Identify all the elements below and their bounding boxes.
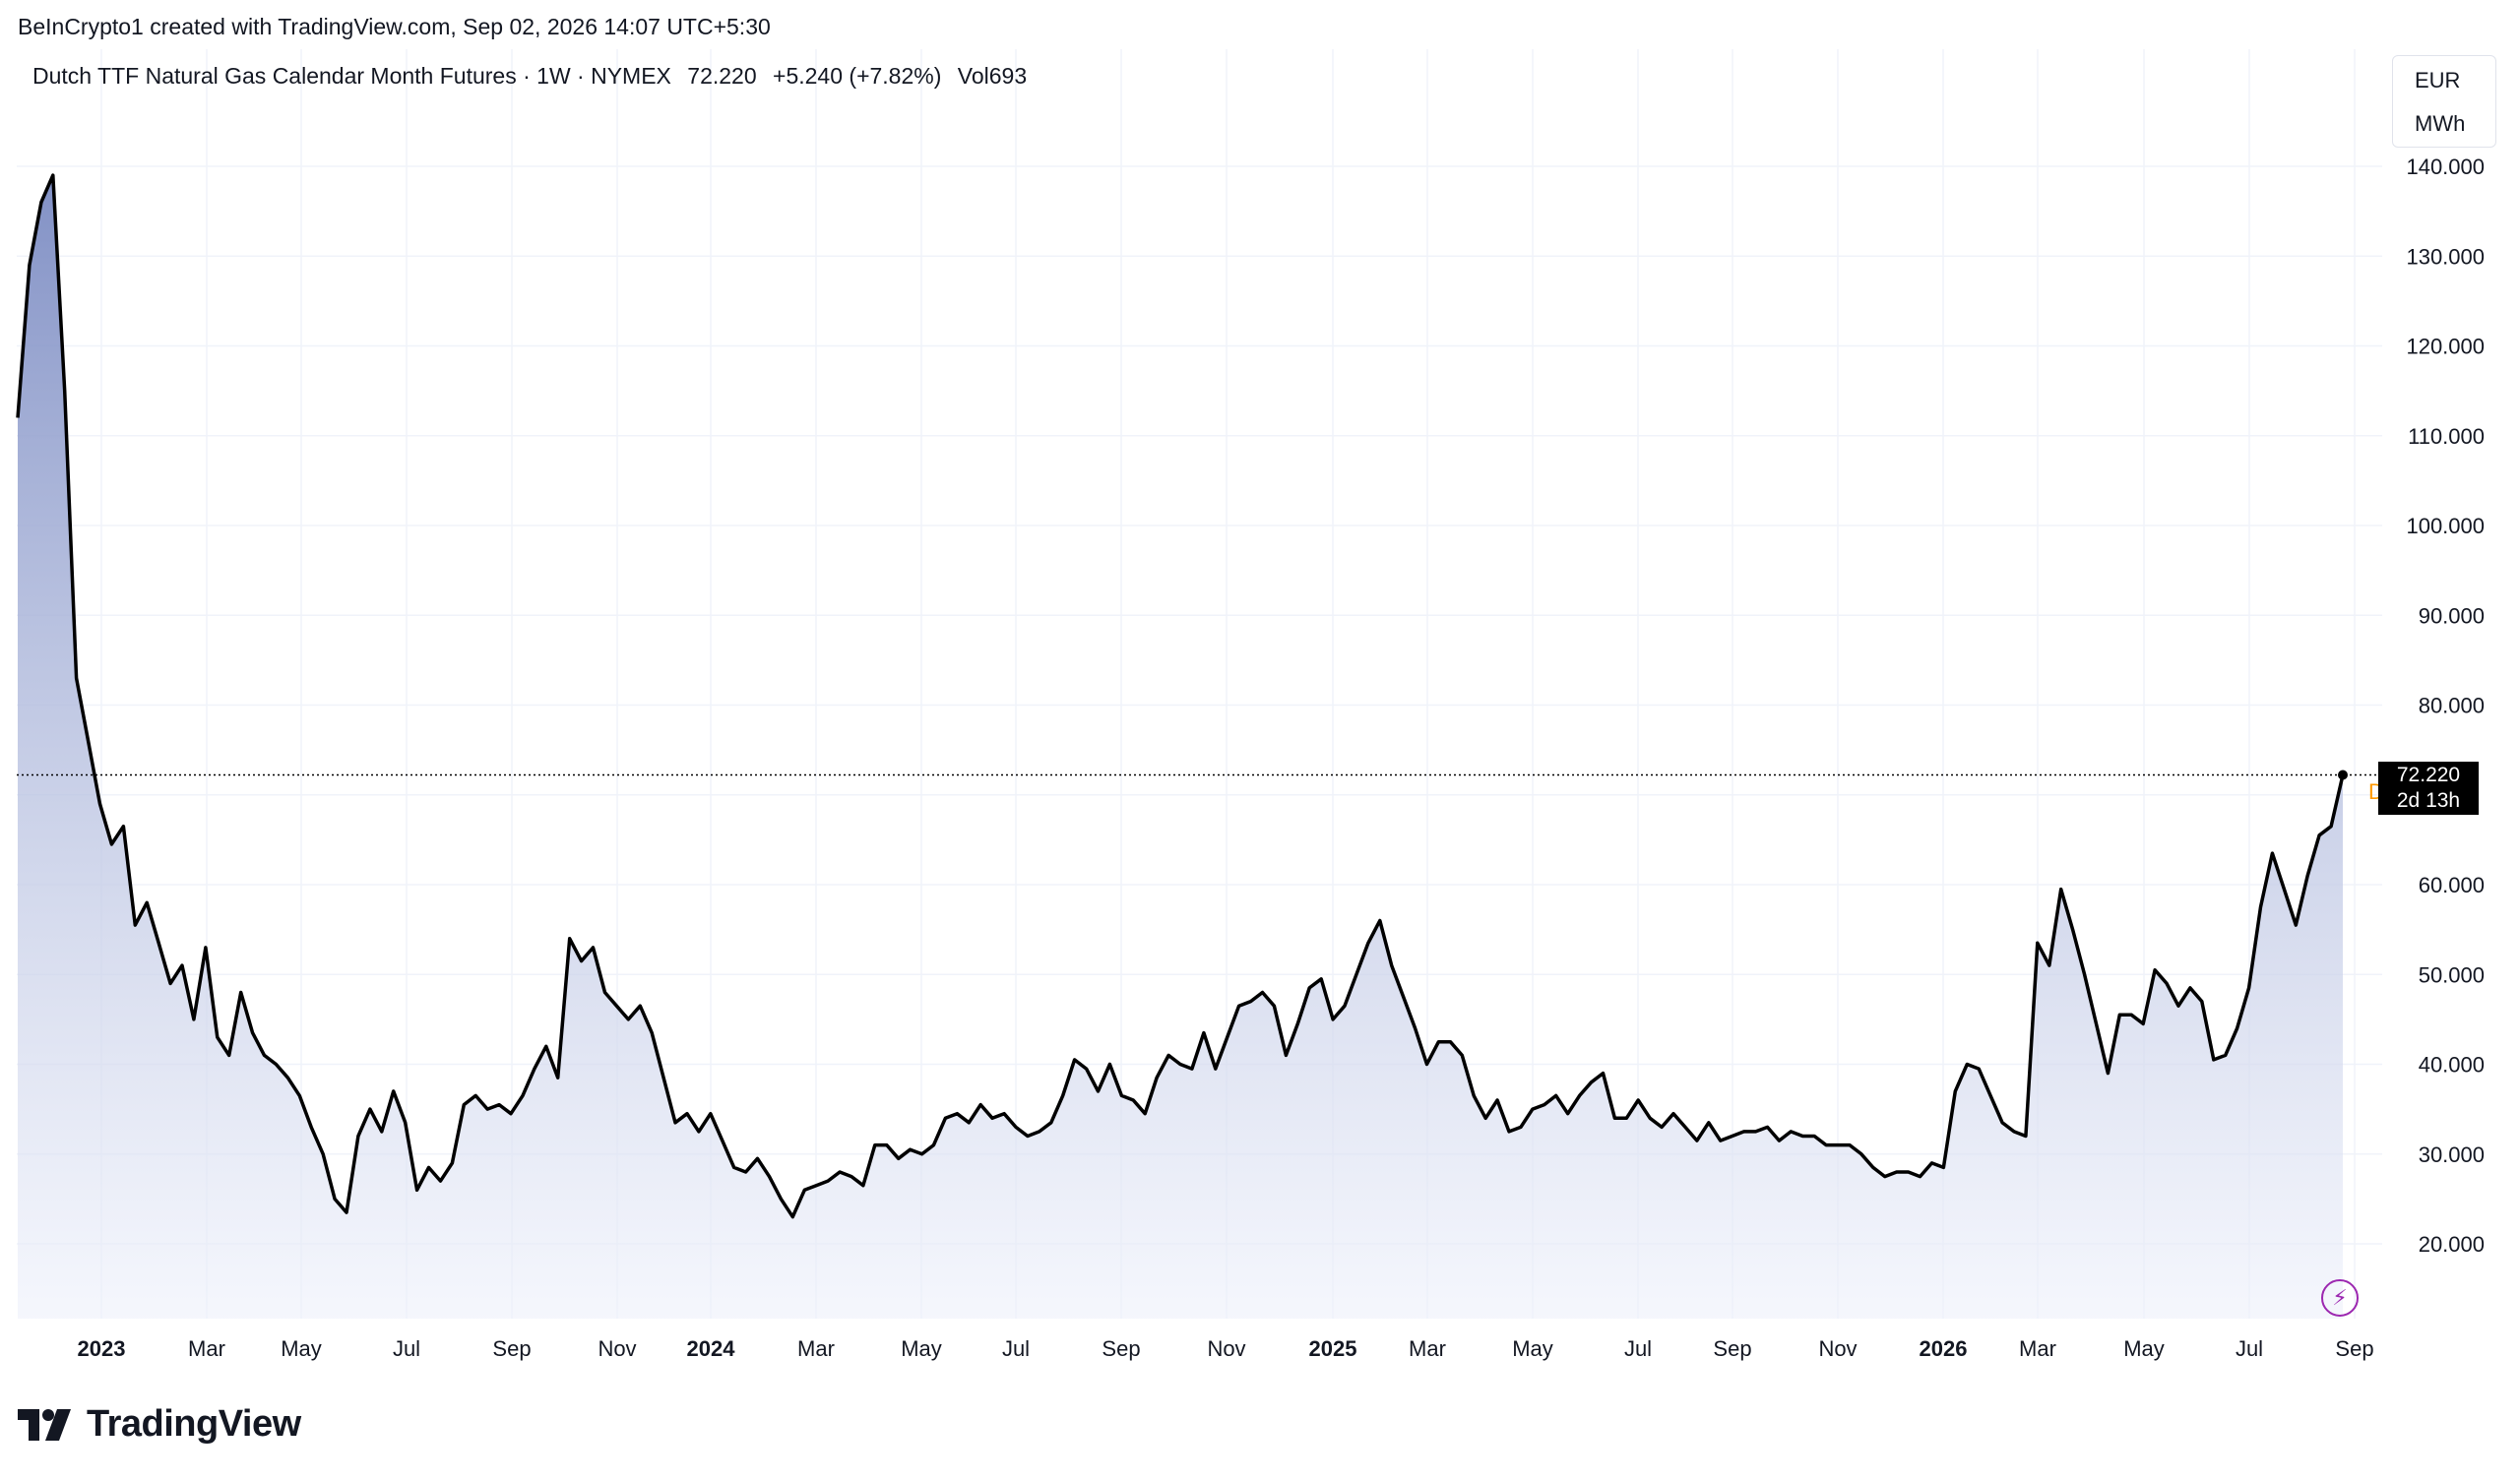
last-price-value: 72.220 [2396,764,2461,786]
last-price-label: 72.220 2d 13h [2378,762,2479,815]
tradingview-mark-icon [18,1408,71,1441]
x-tick-label: 2025 [1309,1336,1357,1361]
last-price-point [2338,770,2348,780]
area-shape [18,175,2343,1320]
x-tick-label: May [281,1336,322,1361]
unit-label: MWh [2415,111,2466,136]
y-tick-label: 90.000 [2419,603,2485,628]
x-tick-label: Jul [1002,1336,1030,1361]
y-tick-label: 20.000 [2419,1232,2485,1257]
legend-price: 72.220 [687,63,757,89]
legend-volume: Vol693 [957,63,1028,89]
x-tick-label: Mar [188,1336,225,1361]
y-tick-label: 60.000 [2419,873,2485,897]
x-tick-label: Mar [1409,1336,1446,1361]
y-tick-label: 140.000 [2406,154,2485,179]
y-axis: 20.000 30.000 40.000 50.000 60.000 80.000 90.0… [2406,154,2485,1257]
y-tick-label: 100.000 [2406,514,2485,538]
legend-change: +5.240 (+7.82%) [773,63,942,89]
x-tick-label: 2026 [1920,1336,1968,1361]
symbol-name: Dutch TTF Natural Gas Calendar Month Fut… [32,63,671,89]
symbol-legend[interactable]: Dutch TTF Natural Gas Calendar Month Fut… [32,63,1037,90]
y-tick-label: 110.000 [2408,424,2485,449]
y-tick-label: 80.000 [2419,694,2485,718]
y-tick-label: 30.000 [2419,1142,2485,1167]
currency-label: EUR [2415,68,2461,93]
y-tick-label: 120.000 [2406,335,2485,359]
x-tick-label: Nov [1207,1336,1245,1361]
x-tick-label: May [1512,1336,1553,1361]
y-tick-label: 50.000 [2419,962,2485,987]
y-tick-label: 130.000 [2406,244,2485,269]
tradingview-wordmark: TradingView [87,1403,301,1445]
area-fill [18,175,2343,1320]
x-tick-label: Nov [1818,1336,1857,1361]
x-tick-label: Jul [393,1336,420,1361]
x-tick-label: Jul [2236,1336,2263,1361]
x-tick-label: 2023 [78,1336,126,1361]
x-tick-label: Sep [1713,1336,1751,1361]
x-tick-label: Mar [797,1336,835,1361]
chart-credit: BeInCrypto1 created with TradingView.com… [18,14,771,39]
x-tick-label: Nov [598,1336,636,1361]
x-tick-label: Sep [2335,1336,2373,1361]
x-tick-label: Mar [2019,1336,2056,1361]
unit-selector[interactable]: EUR MWh [2392,55,2496,148]
x-tick-label: 2024 [687,1336,736,1361]
x-tick-label: Sep [1102,1336,1140,1361]
x-axis: 2023 Mar May Jul Sep Nov 2024 Mar May Jul Sep Nov 20… [78,1336,2374,1361]
x-tick-label: May [2123,1336,2165,1361]
x-tick-label: Sep [492,1336,531,1361]
bar-countdown: 2d 13h [2396,789,2461,812]
price-series-line [16,173,2345,1219]
x-tick-label: Jul [1624,1336,1652,1361]
lightning-icon[interactable]: ⚡ [2321,1279,2359,1317]
tradingview-logo: TradingView [18,1403,301,1446]
y-tick-label: 40.000 [2419,1053,2485,1078]
price-line [16,173,2378,1219]
x-tick-label: May [901,1336,942,1361]
